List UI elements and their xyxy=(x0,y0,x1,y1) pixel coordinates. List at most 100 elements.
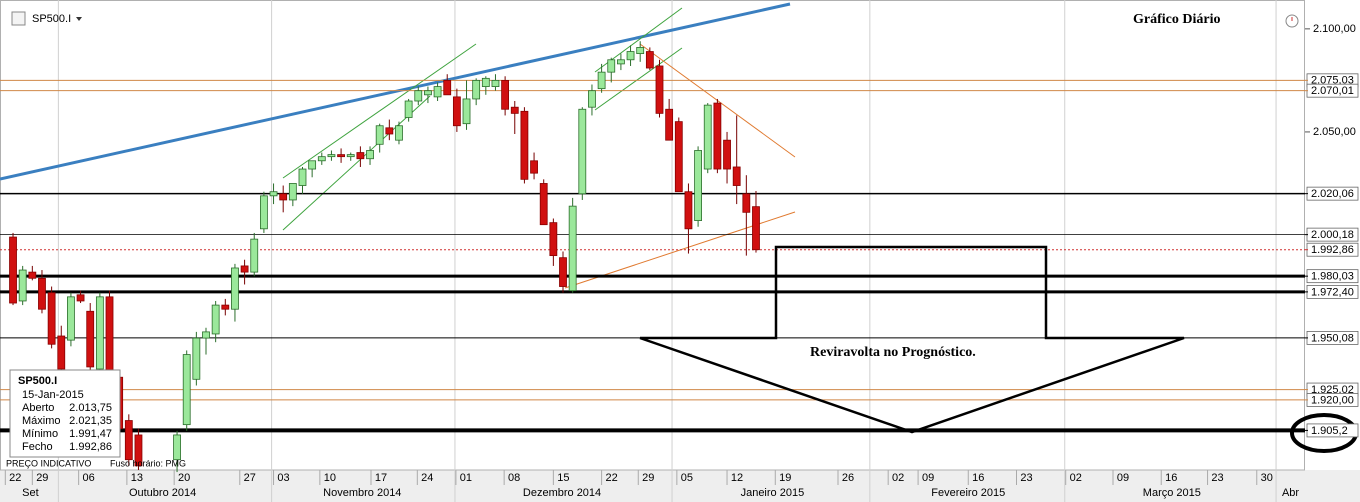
candle-body xyxy=(703,104,712,170)
x-tick-label: 22 xyxy=(605,472,617,484)
x-tick-label: 19 xyxy=(779,472,791,484)
candle-body xyxy=(231,267,239,310)
info-label: Fecho xyxy=(22,441,53,453)
candle-body xyxy=(713,102,722,170)
candle-body xyxy=(124,420,133,461)
trend-line xyxy=(0,2,791,181)
candle-body xyxy=(385,127,394,135)
x-tick-label: 29 xyxy=(642,472,654,484)
candle-body xyxy=(674,121,683,193)
candle-body xyxy=(211,304,220,335)
level-label: 1.950,08 xyxy=(1311,332,1354,344)
candle-body xyxy=(723,139,731,170)
candle-body xyxy=(76,294,85,302)
candle-body xyxy=(530,160,538,174)
candle-body xyxy=(57,335,66,370)
month-label: Março 2015 xyxy=(1143,487,1201,499)
x-tick-label: 08 xyxy=(508,472,520,484)
x-tick-label: 22 xyxy=(9,472,21,484)
x-tick-label: 23 xyxy=(1211,472,1223,484)
candle-body xyxy=(665,108,674,141)
x-tick-label: 02 xyxy=(1070,472,1082,484)
candle-body xyxy=(47,292,56,345)
info-box: SP500.I 15-Jan-2015 Aberto 2.013,75 Máximo… xyxy=(9,369,121,458)
channel-line xyxy=(594,47,683,111)
candle-body xyxy=(491,79,500,87)
level-label: 2.000,18 xyxy=(1311,229,1354,241)
candle-body xyxy=(684,191,693,230)
candle-body xyxy=(655,65,664,114)
candle-body xyxy=(414,90,423,102)
candle-body xyxy=(395,125,403,141)
candle-body xyxy=(520,110,529,180)
x-tick-label: 30 xyxy=(1261,472,1273,484)
candle-body xyxy=(404,100,413,118)
y-tick-label: 2.100,00 xyxy=(1313,23,1356,35)
candle-body xyxy=(424,90,432,96)
candle-body xyxy=(626,51,635,61)
month-label: Dezembro 2014 xyxy=(523,487,601,499)
candle-body xyxy=(38,277,46,310)
x-tick-label: 09 xyxy=(922,472,934,484)
level-label: 1.992,86 xyxy=(1311,244,1354,256)
footer-note: PREÇO INDICATIVO xyxy=(6,458,91,468)
info-box-frame xyxy=(9,369,121,458)
level-label: 2.020,06 xyxy=(1311,188,1354,200)
symbol-selector[interactable]: SP500.I xyxy=(11,11,82,26)
candle-body xyxy=(452,96,461,127)
x-tick-label: 02 xyxy=(892,472,904,484)
footer-note: Fuso horário: PMG xyxy=(110,458,186,468)
month-label: Outubro 2014 xyxy=(129,487,196,499)
candle-body xyxy=(67,296,75,341)
candle-body xyxy=(501,79,510,110)
candle-body xyxy=(337,154,345,158)
candles-layer xyxy=(9,41,760,473)
candle-body xyxy=(462,98,471,125)
channel-line xyxy=(282,43,477,179)
info-value: 2.021,35 xyxy=(69,415,112,427)
candle-body xyxy=(279,193,288,201)
candle-body xyxy=(732,166,741,186)
candle-body xyxy=(269,191,278,197)
clock-button[interactable] xyxy=(1285,14,1299,28)
candle-body xyxy=(645,51,654,69)
symbol-label[interactable]: SP500.I xyxy=(32,13,71,25)
candle-body xyxy=(192,337,201,380)
level-label: 1.980,03 xyxy=(1311,271,1354,283)
candle-body xyxy=(472,79,481,100)
month-label: Fevereiro 2015 xyxy=(931,487,1005,499)
level-label: 1.905,2 xyxy=(1311,425,1348,437)
candle-body xyxy=(578,108,587,195)
month-label: Abr xyxy=(1282,487,1299,499)
dropdown-caret[interactable] xyxy=(76,17,82,21)
candle-body xyxy=(86,310,95,368)
candle-body xyxy=(298,168,307,186)
x-tick-label: 24 xyxy=(421,472,433,484)
y-tick-label: 2.050,00 xyxy=(1313,126,1356,138)
month-label: Set xyxy=(22,487,39,499)
x-tick-label: 03 xyxy=(277,472,289,484)
x-tick-label: 09 xyxy=(1117,472,1129,484)
x-tick-label: 16 xyxy=(972,472,984,484)
symbol-icon[interactable] xyxy=(11,11,26,26)
x-tick-label: 26 xyxy=(842,472,854,484)
candle-body xyxy=(346,154,355,158)
month-label: Janeiro 2015 xyxy=(741,487,805,499)
channel-line xyxy=(282,95,431,231)
level-label: 1.925,02 xyxy=(1311,384,1354,396)
level-label: 1.920,00 xyxy=(1311,394,1354,406)
candle-body xyxy=(539,183,548,226)
info-label: Aberto xyxy=(22,402,54,414)
candle-body xyxy=(742,193,751,213)
level-label: 1.972,40 xyxy=(1311,286,1354,298)
candle-body xyxy=(607,59,616,73)
candle-body xyxy=(134,434,143,467)
candle-body xyxy=(375,125,384,145)
x-tick-label: 06 xyxy=(83,472,95,484)
candle-body xyxy=(327,154,336,158)
info-label: Mínimo xyxy=(22,428,58,440)
candle-body xyxy=(588,90,596,108)
x-tick-label: 15 xyxy=(557,472,569,484)
